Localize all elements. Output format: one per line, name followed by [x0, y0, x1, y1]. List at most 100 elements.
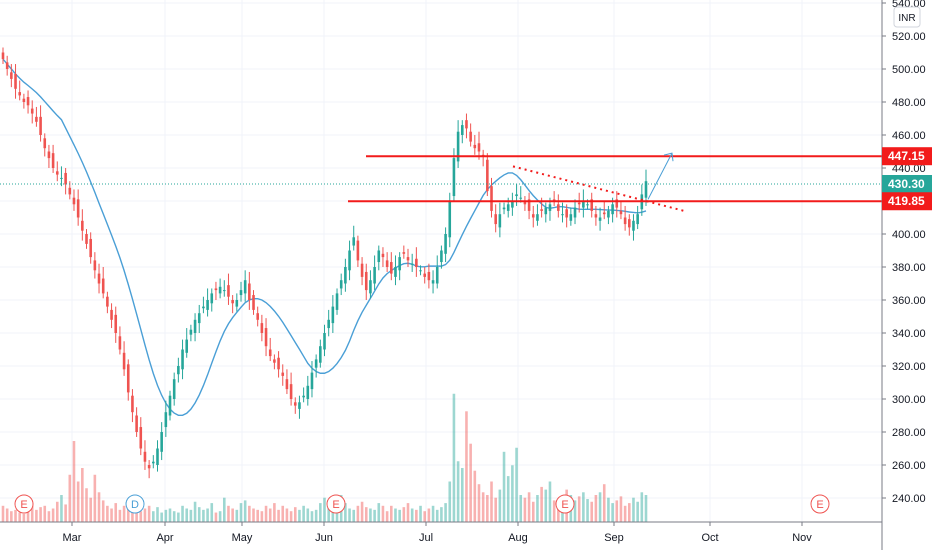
y-tick-label: 480.00: [892, 97, 926, 109]
candle: [126, 359, 130, 401]
candle-body: [394, 267, 397, 277]
projection-arrow[interactable]: [647, 152, 673, 200]
candle-body: [319, 346, 322, 363]
candle-body: [486, 159, 489, 192]
candle-body: [323, 333, 326, 350]
candle-body: [185, 339, 189, 353]
candle: [352, 225, 356, 251]
volume-bar: [377, 503, 381, 522]
candle: [39, 105, 42, 142]
candle-body: [189, 329, 193, 335]
volume-bar: [72, 441, 76, 522]
volume-bar: [185, 508, 189, 522]
candle: [248, 271, 251, 310]
candle-body: [582, 201, 585, 208]
volume-bar: [523, 497, 527, 522]
y-tick-label: 400.00: [892, 229, 926, 241]
volume-bar: [18, 512, 21, 522]
candle: [89, 232, 92, 264]
candle: [460, 120, 464, 144]
candle-body: [60, 177, 63, 179]
candle: [273, 354, 276, 370]
candle-body: [511, 201, 514, 208]
volume-bar: [473, 470, 477, 522]
candle: [252, 290, 255, 315]
volume-bar: [452, 393, 456, 522]
volume-bar: [582, 492, 585, 522]
volume-bar: [632, 497, 635, 522]
volume-bar: [623, 505, 627, 522]
volume-bar: [206, 508, 209, 522]
candle-body: [252, 295, 255, 310]
candle: [511, 192, 514, 216]
candle-body: [314, 359, 318, 368]
candle: [285, 369, 289, 395]
volume-bar: [440, 507, 443, 522]
volume-bar: [89, 497, 92, 522]
candle-body: [101, 278, 105, 294]
candle: [423, 267, 427, 284]
projection-arrow-head: [663, 152, 674, 162]
candle-body: [348, 250, 351, 271]
candle-body: [473, 144, 477, 149]
volume-bar: [302, 505, 305, 522]
volume-bar: [243, 500, 247, 522]
volume-bar: [628, 503, 631, 522]
candle-body: [206, 300, 209, 310]
event-marker[interactable]: E: [810, 494, 830, 514]
candle-body: [498, 214, 502, 228]
event-marker[interactable]: D: [125, 494, 145, 514]
candle: [632, 214, 635, 241]
candle-body: [356, 240, 360, 261]
candle: [348, 240, 351, 281]
candle-body: [239, 290, 243, 296]
volume-bar: [118, 509, 122, 522]
candle-body: [515, 194, 518, 197]
candle-body: [81, 220, 84, 231]
candle-body: [135, 415, 138, 432]
candle: [531, 205, 535, 228]
candle-body: [43, 138, 47, 149]
volume-bar: [506, 476, 510, 522]
candle: [43, 133, 47, 157]
candle-body: [281, 372, 285, 376]
candle-body: [302, 395, 305, 398]
volume-bar: [64, 504, 67, 522]
candle-body: [10, 72, 13, 79]
candle: [419, 265, 422, 276]
candle-body: [26, 97, 30, 106]
y-tick-label: 440.00: [892, 163, 926, 175]
candle-body: [268, 349, 272, 357]
candle: [93, 252, 97, 279]
candle-body: [118, 336, 122, 350]
volume-bar: [515, 447, 518, 522]
candle: [607, 205, 610, 225]
event-marker[interactable]: E: [14, 494, 34, 514]
candle-body: [160, 432, 163, 452]
candle: [293, 397, 297, 414]
volume-bar: [235, 509, 239, 522]
candle: [552, 191, 556, 206]
candle-body: [490, 186, 493, 211]
event-marker[interactable]: E: [555, 494, 575, 514]
time-axis[interactable]: Mar Apr May Jun Jul Aug Sep Oct Nov: [0, 521, 882, 544]
event-marker[interactable]: E: [326, 494, 346, 514]
candle: [486, 153, 489, 197]
volume-bar: [197, 507, 201, 522]
candle: [490, 177, 493, 218]
volume-bar: [293, 507, 297, 522]
candle: [469, 123, 472, 147]
annotations: [0, 152, 882, 212]
candle-body: [193, 319, 197, 333]
candle: [519, 186, 523, 203]
candle: [360, 257, 364, 286]
candle-body: [139, 427, 143, 449]
volume-bar: [456, 461, 460, 522]
volume-bar: [490, 481, 493, 522]
candle-body: [469, 131, 472, 142]
candle-body: [76, 199, 80, 218]
candle: [565, 204, 568, 228]
candle: [369, 270, 372, 299]
